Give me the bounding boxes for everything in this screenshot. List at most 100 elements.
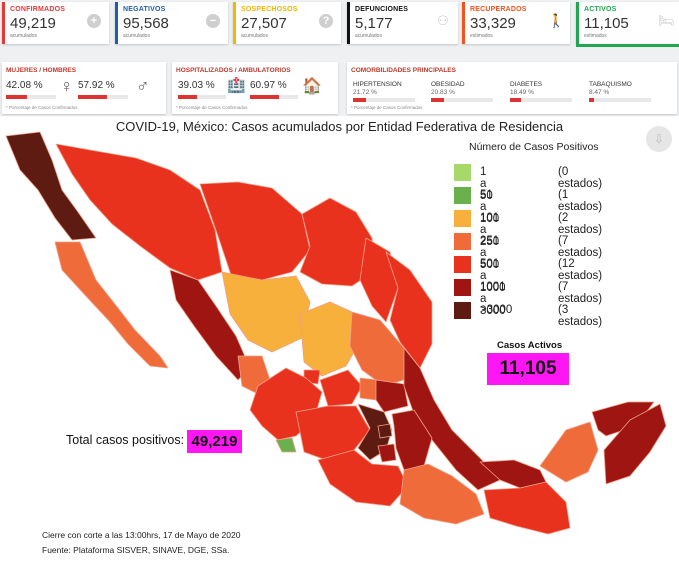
card-activos[interactable]: ACTIVOS 11,105 estimados 🛏: [576, 2, 679, 44]
ambulatory-bar: [250, 95, 298, 99]
download-icon[interactable]: ⇩: [646, 126, 672, 152]
legend-swatch: [454, 233, 471, 250]
card-sub: estimados: [584, 33, 607, 39]
women-bar: [6, 95, 56, 99]
women-percent: 42.08 %: [6, 80, 43, 91]
card-confirmados[interactable]: CONFIRMADOS 49,219 acumulados +: [2, 2, 109, 44]
comorbidity-value: 18.49 %: [510, 89, 534, 96]
detail-panels: MUJERES / HOMBRES 42.08 % ♀ 57.92 % ♂ * …: [0, 58, 679, 116]
state-quintana-roo: [603, 403, 667, 485]
card-sub: acumulados: [123, 33, 150, 39]
state-veracruz: [403, 347, 501, 491]
legend-swatch: [454, 187, 471, 204]
legend-range: 501 a 1000: [480, 258, 506, 294]
comorbidity-bar: [589, 98, 651, 102]
state-baja-california-sur: [54, 241, 169, 369]
legend-swatch: [454, 256, 471, 273]
legend-count: (1 estados): [558, 189, 603, 213]
comorbidity-label: OBESIDAD: [431, 81, 465, 88]
state-san-luis-potosi: [349, 311, 411, 387]
legend-swatch: [454, 302, 471, 319]
summary-cards: CONFIRMADOS 49,219 acumulados + NEGATIVO…: [0, 0, 679, 58]
legend-range: 251 a 500: [480, 235, 500, 271]
state-oaxaca: [399, 463, 485, 525]
card-value: 27,507: [241, 15, 287, 32]
comorbidity-label: TABAQUISMO: [589, 81, 632, 88]
people-icon: ⚇: [437, 13, 449, 28]
card-defunciones[interactable]: DEFUNCIONES 5,177 acumulados ⚇: [347, 2, 458, 44]
plus-circle-icon: +: [87, 14, 101, 28]
hospital-bed-icon: 🛏: [658, 13, 675, 28]
card-label: SOSPECHOSOS: [241, 6, 298, 13]
men-bar-fill: [78, 95, 107, 99]
legend-swatch: [454, 164, 471, 181]
active-underline: [576, 44, 679, 47]
walking-person-icon: 🚶: [548, 13, 565, 28]
legend-range: 51 a 100: [480, 189, 500, 225]
legend-count: (7 estados): [558, 281, 603, 305]
comorbidity-value: 21.72 %: [353, 89, 377, 96]
state-campeche: [539, 421, 599, 483]
comorbidity-bar: [353, 98, 415, 102]
card-label: NEGATIVOS: [123, 6, 166, 13]
hospitalized-bar: [178, 95, 226, 99]
card-sub: acumulados: [10, 33, 37, 39]
state-hidalgo: [375, 379, 409, 413]
house-icon: 🏠: [302, 78, 322, 95]
legend-range: 1001 a 3000: [480, 281, 506, 317]
card-value: 11,105: [584, 15, 629, 32]
legend-count: (3 estados): [558, 304, 603, 328]
total-cases-label: Total casos positivos:: [66, 433, 185, 447]
minus-circle-icon: −: [206, 14, 220, 28]
total-cases-value: 49,219: [187, 430, 242, 453]
comorbidities-panel[interactable]: COMORBILIDADES PRINCIPALES HIPERTENSION …: [347, 62, 677, 114]
legend-swatch: [454, 279, 471, 296]
state-michoacan: [295, 405, 371, 461]
card-negativos[interactable]: NEGATIVOS 95,568 acumulados −: [115, 2, 228, 44]
sex-panel[interactable]: MUJERES / HOMBRES 42.08 % ♀ 57.92 % ♂ * …: [2, 62, 166, 114]
legend-range: 101 a 250: [480, 212, 500, 248]
mexico-choropleth-map: [5, 131, 667, 535]
legend-swatch: [454, 210, 471, 227]
map-title: COVID-19, México: Casos acumulados por E…: [115, 119, 564, 134]
comorbidity-label: HIPERTENSION: [353, 81, 402, 88]
ambulatory-bar-fill: [250, 95, 280, 99]
card-sub: estimados: [470, 33, 493, 39]
state-colima: [275, 437, 297, 453]
hospitalized-percent: 39.03 %: [178, 80, 215, 91]
comorbidity-bar-fill: [353, 98, 367, 102]
legend-title: Número de Casos Positivos: [469, 141, 599, 153]
active-cases-value: 11,105: [487, 353, 569, 385]
question-circle-icon: ?: [319, 14, 333, 28]
men-percent: 57.92 %: [78, 80, 115, 91]
state-baja-california: [5, 131, 97, 241]
comorbidity-bar-fill: [589, 98, 595, 102]
state-queretaro: [359, 377, 379, 401]
legend-count: (12 estados): [558, 258, 603, 282]
panel-note: * Porcentaje de Casos Confirmados: [6, 105, 78, 110]
card-sub: acumulados: [241, 33, 268, 39]
comorbidity-value: 8.47 %: [589, 89, 610, 96]
comorbidity-bar: [510, 98, 572, 102]
comorbidity-label: DIABETES: [510, 81, 543, 88]
hospitalization-panel[interactable]: HOSPITALIZADOS / AMBULATORIOS 39.03 % 🏥 …: [172, 62, 338, 114]
comorbidity-bar: [431, 98, 493, 102]
comorbidity-bar-fill: [510, 98, 522, 102]
card-recuperados[interactable]: RECUPERADOS 33,329 estimados 🚶: [462, 2, 570, 44]
women-bar-fill: [6, 95, 28, 99]
ambulatory-percent: 60.97 %: [250, 80, 287, 91]
state-guanajuato: [319, 369, 363, 407]
panel-note: * Porcentaje de Casos Confirmados: [176, 105, 248, 110]
panel-title: COMORBILIDADES PRINCIPALES: [351, 67, 456, 74]
card-label: CONFIRMADOS: [10, 6, 66, 13]
hospitalized-bar-fill: [178, 95, 197, 99]
card-label: DEFUNCIONES: [355, 6, 409, 13]
panel-title: MUJERES / HOMBRES: [6, 67, 77, 74]
card-sospechosos[interactable]: SOSPECHOSOS 27,507 acumulados ?: [233, 2, 341, 44]
state-morelos: [377, 443, 397, 463]
men-bar: [78, 95, 128, 99]
comorbidity-bar-fill: [431, 98, 444, 102]
legend-count: (7 estados): [558, 235, 603, 259]
state-chiapas: [483, 481, 571, 535]
card-value: 5,177: [355, 15, 393, 32]
